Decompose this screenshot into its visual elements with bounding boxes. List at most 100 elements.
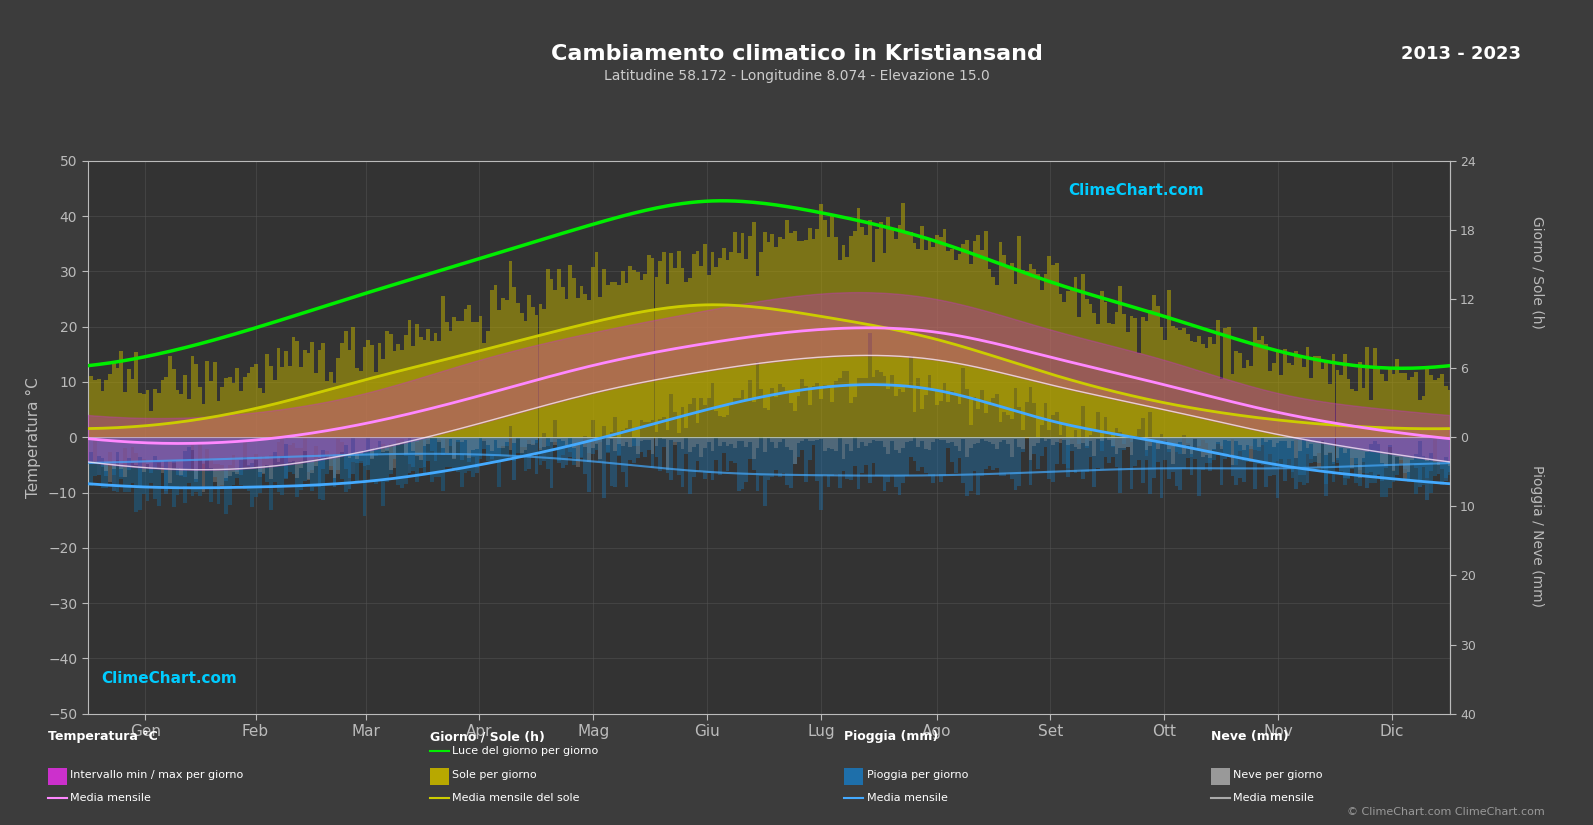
Bar [400,437,403,488]
Bar [1223,437,1227,440]
Bar [1407,437,1410,482]
Bar [153,437,156,468]
Bar [1021,270,1024,430]
Bar [973,437,977,445]
Bar [1196,437,1201,446]
Bar [1193,342,1196,437]
Bar [1152,437,1157,478]
Bar [749,437,752,459]
Bar [965,437,969,496]
Text: Pioggia / Neve (mm): Pioggia / Neve (mm) [1531,465,1544,607]
Bar [789,233,793,403]
Bar [198,437,202,444]
Bar [1388,437,1392,488]
Bar [1047,437,1051,439]
Bar [225,437,228,478]
Bar [1268,371,1271,437]
Bar [247,373,250,437]
Bar [961,437,965,483]
Bar [213,437,217,482]
Bar [392,437,397,453]
Bar [467,437,472,471]
Bar [588,437,591,453]
Bar [389,437,392,469]
Bar [341,437,344,452]
Bar [266,437,269,465]
Bar [696,437,699,444]
Bar [347,437,352,458]
Bar [1257,437,1260,464]
Bar [475,437,478,449]
Bar [553,437,558,445]
Bar [1082,274,1085,407]
Bar [1381,374,1384,437]
Bar [777,437,782,441]
Bar [213,362,217,437]
Bar [475,437,478,474]
Bar [284,437,288,479]
Bar [250,437,255,468]
Bar [416,437,419,483]
Bar [1231,375,1235,437]
Bar [1040,437,1043,456]
Bar [1429,437,1432,454]
Bar [1365,437,1368,488]
Bar [1346,437,1351,478]
Bar [370,345,374,437]
Bar [292,437,295,461]
Bar [183,375,186,437]
Bar [374,372,378,437]
Bar [841,245,846,371]
Bar [363,347,366,437]
Bar [871,437,875,463]
Bar [616,437,621,455]
Bar [1388,368,1392,437]
Bar [538,437,542,448]
Bar [808,229,812,405]
Bar [935,437,938,474]
Bar [1437,437,1440,474]
Bar [652,437,655,454]
Bar [139,437,142,488]
Bar [580,437,583,442]
Bar [1317,437,1321,453]
Bar [812,239,816,386]
Bar [1448,390,1451,437]
Bar [1085,437,1088,472]
Bar [1099,437,1104,441]
Bar [730,252,733,405]
Bar [594,437,599,450]
Bar [1399,437,1403,457]
Bar [1096,437,1099,468]
Bar [186,437,191,483]
Bar [411,437,416,466]
Bar [1257,437,1260,450]
Bar [796,241,800,396]
Bar [513,437,516,480]
Bar [860,437,863,474]
Bar [1403,437,1407,479]
Bar [1055,263,1059,412]
Bar [644,437,647,458]
Bar [913,243,916,412]
Bar [89,376,94,437]
Bar [1287,437,1290,459]
Bar [153,437,156,456]
Bar [1437,437,1440,464]
Bar [594,437,599,444]
Bar [916,249,921,379]
Bar [1137,352,1141,430]
Bar [800,242,804,379]
Bar [1443,437,1448,457]
Bar [228,437,231,505]
Bar [1448,437,1451,474]
Bar [1257,340,1260,437]
Bar [766,243,771,410]
Bar [1437,437,1440,463]
Bar [225,437,228,481]
Bar [725,260,730,415]
Bar [852,231,857,398]
Bar [175,437,180,475]
Bar [819,437,824,439]
Bar [363,437,366,516]
